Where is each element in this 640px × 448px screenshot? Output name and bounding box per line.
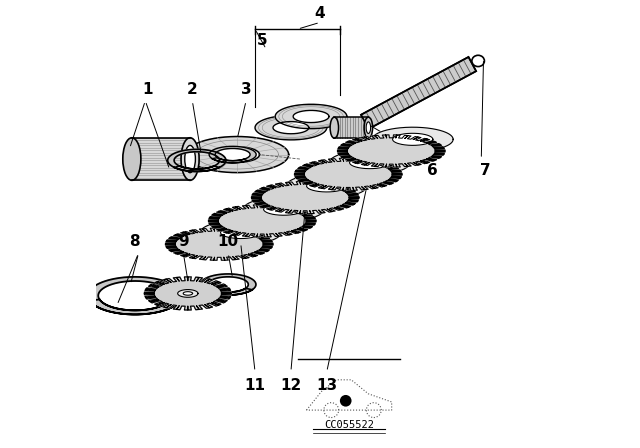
Text: 10: 10 [218,234,239,250]
Polygon shape [168,149,226,172]
Polygon shape [349,157,390,168]
Polygon shape [218,208,306,234]
Polygon shape [328,168,369,180]
Text: 7: 7 [481,163,491,178]
Ellipse shape [123,138,141,180]
Polygon shape [337,135,445,167]
Polygon shape [200,274,256,295]
Polygon shape [200,220,281,245]
Polygon shape [154,281,221,306]
Polygon shape [88,277,182,314]
Polygon shape [337,135,445,167]
Polygon shape [330,151,410,175]
Polygon shape [186,137,289,172]
Polygon shape [145,277,231,310]
Ellipse shape [366,122,371,134]
Text: 5: 5 [257,33,267,48]
Polygon shape [294,158,402,190]
Ellipse shape [181,138,199,180]
Text: 13: 13 [316,378,337,393]
Ellipse shape [185,146,195,172]
Polygon shape [209,205,316,237]
Ellipse shape [364,117,372,138]
Polygon shape [305,161,392,187]
Text: 1: 1 [142,82,153,97]
Polygon shape [371,145,412,157]
Polygon shape [166,228,273,260]
Polygon shape [183,292,193,295]
Polygon shape [334,117,369,138]
Text: 6: 6 [427,163,437,178]
Polygon shape [252,181,359,214]
Text: 2: 2 [187,82,198,97]
Polygon shape [252,181,359,214]
Polygon shape [255,116,327,140]
Polygon shape [166,228,273,260]
Polygon shape [242,215,282,227]
Polygon shape [285,192,325,203]
Polygon shape [275,104,347,129]
Text: 9: 9 [178,234,189,250]
Polygon shape [209,146,256,163]
Polygon shape [175,231,263,257]
Polygon shape [178,289,198,297]
Polygon shape [243,197,324,221]
Text: CC055522: CC055522 [324,420,374,430]
Polygon shape [221,227,261,238]
Polygon shape [372,127,453,151]
Polygon shape [145,277,231,310]
Ellipse shape [472,55,484,67]
Polygon shape [264,203,304,215]
Text: 11: 11 [244,378,266,393]
Circle shape [340,395,351,407]
Polygon shape [215,147,260,162]
Text: 3: 3 [241,82,252,97]
Polygon shape [261,185,349,211]
Polygon shape [172,288,204,299]
Polygon shape [348,138,435,164]
Polygon shape [132,138,190,180]
Ellipse shape [330,117,339,138]
Polygon shape [392,134,433,145]
Polygon shape [209,205,316,237]
Text: 8: 8 [129,234,140,250]
Polygon shape [361,57,476,129]
Polygon shape [199,238,239,250]
Polygon shape [293,110,329,123]
Polygon shape [286,174,367,198]
Text: 4: 4 [315,6,325,21]
Polygon shape [273,121,309,134]
Polygon shape [307,180,347,192]
Polygon shape [294,158,402,190]
Text: 12: 12 [280,378,301,393]
